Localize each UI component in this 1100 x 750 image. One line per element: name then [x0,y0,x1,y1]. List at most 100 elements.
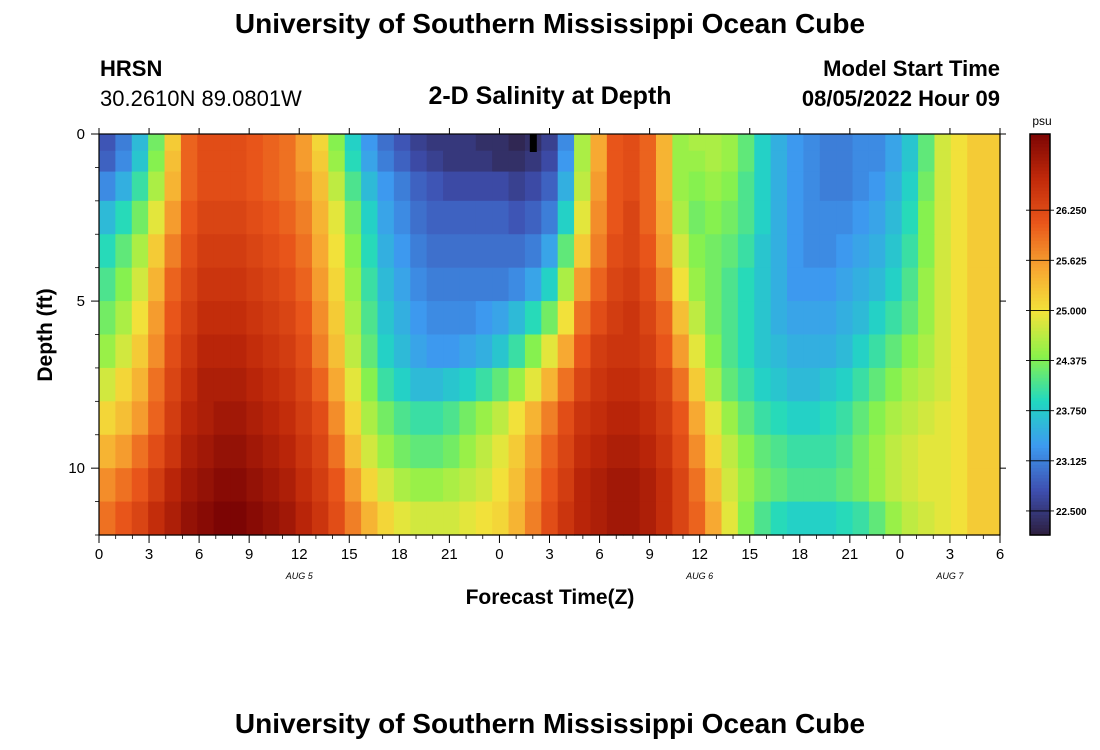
colorbar-swatch [1030,210,1050,215]
heatmap-cell [950,401,968,436]
colorbar-swatch [1030,284,1050,289]
heatmap-cell [492,434,510,469]
heatmap-cell [623,200,641,235]
heatmap-cell [311,468,329,503]
heatmap-cell [311,267,329,302]
heatmap-cells [99,134,1001,536]
heatmap-cell [590,334,608,369]
heatmap-cell [590,501,608,536]
heatmap-cell [606,501,624,536]
colorbar-swatch [1030,424,1050,429]
heatmap-cell [901,134,919,152]
heatmap-cell [934,301,952,336]
heatmap-cell [672,434,690,469]
heatmap-cell [721,401,739,436]
heatmap-cell [606,267,624,302]
heatmap-cell [787,150,805,173]
heatmap-cell [754,367,772,402]
colorbar-swatch [1030,264,1050,269]
heatmap-cell [443,434,460,469]
colorbar-swatch [1030,404,1050,409]
heatmap-cell [475,468,493,503]
heatmap-cell [918,200,936,235]
colorbar-swatch [1030,484,1050,489]
heatmap-cell [606,150,624,173]
heatmap-cell [148,334,166,369]
colorbar-swatch [1030,147,1050,152]
heatmap-cell [590,171,608,202]
heatmap-cell [279,150,297,173]
colorbar-swatch [1030,488,1050,493]
heatmap-cell [787,501,805,536]
heatmap-cell [557,367,575,402]
colorbar-swatch [1030,428,1050,433]
heatmap-cell [983,367,1001,402]
colorbar-swatch [1030,140,1050,145]
heatmap-cell [754,334,772,369]
heatmap-cell [344,171,362,202]
heatmap-cell [541,434,559,469]
colorbar-swatch [1030,250,1050,255]
heatmap-cell [606,334,624,369]
heatmap-cell [459,501,477,536]
heatmap-cell [410,171,428,202]
colorbar-tick-label: 23.125 [1056,457,1087,468]
y-tick-label: 5 [77,293,85,310]
colorbar-swatch [1030,287,1050,292]
heatmap-cell [541,267,559,302]
heatmap-cell [836,171,854,202]
heatmap-cell [426,334,444,369]
heatmap-cell [443,150,460,173]
colorbar-tick-label: 22.500 [1056,507,1087,518]
heatmap-cell [721,334,739,369]
colorbar-swatch [1030,144,1050,148]
heatmap-cell [131,334,149,369]
heatmap-cell [410,267,428,302]
heatmap-cell [868,150,886,173]
heatmap-cell [754,434,772,469]
heatmap-cell [230,501,248,536]
heatmap-cell [410,501,428,536]
model-start-label: Model Start Time [823,56,1000,81]
heatmap-cell [426,501,444,536]
heatmap-cell [868,301,886,336]
heatmap-cell [688,367,706,402]
heatmap-cell [819,267,837,302]
heatmap-cell [606,200,624,235]
heatmap-cell [295,367,313,402]
colorbar-swatch [1030,481,1050,486]
heatmap-cell [901,468,919,503]
colorbar-swatch [1030,244,1050,249]
colorbar-tick-label: 26.250 [1056,206,1087,217]
colorbar-swatch [1030,371,1050,376]
heatmap-cell [672,301,690,336]
colorbar-swatch [1030,357,1050,362]
heatmap-cell [492,267,510,302]
chart-subtitle: 2-D Salinity at Depth [428,82,672,110]
heatmap-cell [279,367,297,402]
heatmap-cell [115,134,133,152]
station-name: HRSN [100,56,163,81]
heatmap-cell [950,267,968,302]
colorbar-swatch [1030,164,1050,169]
heatmap-cell [950,334,968,369]
heatmap-cell [459,468,477,503]
heatmap-cell [672,267,690,302]
heatmap-cell [639,434,657,469]
heatmap-cell [803,401,821,436]
heatmap-cell [262,468,280,503]
heatmap-cell [590,401,608,436]
heatmap-cell [475,501,493,536]
heatmap-cell [410,334,428,369]
heatmap-cell [721,171,739,202]
heatmap-cell [180,301,198,336]
heatmap-cell [541,200,559,235]
heatmap-cell [377,234,395,269]
heatmap-cell [295,200,313,235]
page-title: University of Southern Mississippi Ocean… [234,8,866,39]
heatmap-cell [852,150,870,173]
heatmap-cell [393,150,411,173]
heatmap-cell [459,434,477,469]
heatmap-cell [934,367,952,402]
colorbar-swatch [1030,187,1050,192]
